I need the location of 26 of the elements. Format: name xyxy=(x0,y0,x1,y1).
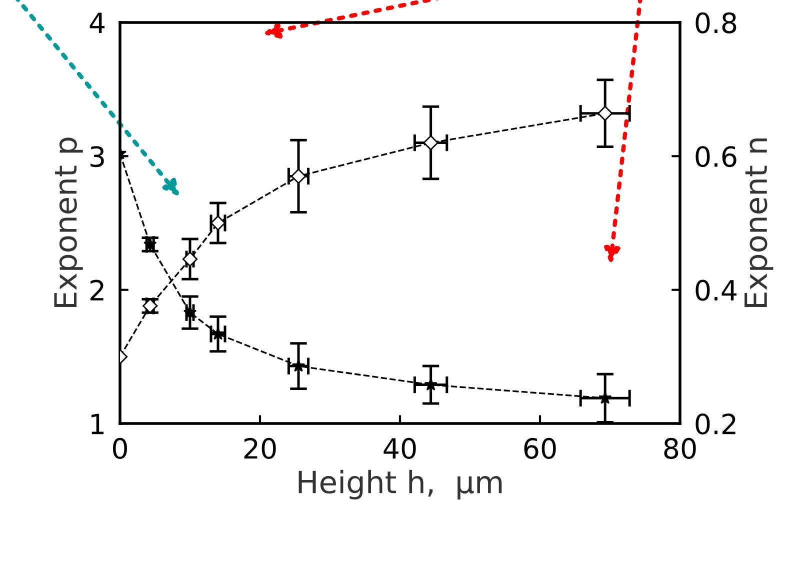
y-tick-label: 1 xyxy=(91,414,104,434)
point xyxy=(143,237,157,250)
y-tick-label: 2 xyxy=(90,280,104,300)
y-tick-label: 4 xyxy=(90,12,105,33)
x-tick-label: 60 xyxy=(524,438,556,459)
point xyxy=(290,168,306,184)
x-axis-title: Height h, μm xyxy=(298,470,502,500)
y2-tick-label: 0.8 xyxy=(696,12,736,34)
y2-tick-label: 0.4 xyxy=(696,280,737,301)
point xyxy=(292,359,306,372)
point xyxy=(182,252,198,267)
x-tick-label: 0 xyxy=(112,438,127,459)
y-axis-title: Exponent p xyxy=(54,138,83,308)
y2-tick-label: 0.2 xyxy=(696,413,736,435)
y2-tick-label: 0.6 xyxy=(696,146,736,168)
point xyxy=(598,106,613,121)
point xyxy=(598,391,612,404)
point xyxy=(423,135,438,150)
y-tick-label: 3 xyxy=(90,146,104,168)
x-tick-label: 20 xyxy=(244,438,276,459)
y2-axis-title: Exponent n xyxy=(744,138,774,308)
x-tick-label: 80 xyxy=(664,438,696,459)
point xyxy=(424,378,438,391)
point xyxy=(183,306,197,318)
x-tick-label: 40 xyxy=(384,438,416,459)
point xyxy=(211,327,225,340)
